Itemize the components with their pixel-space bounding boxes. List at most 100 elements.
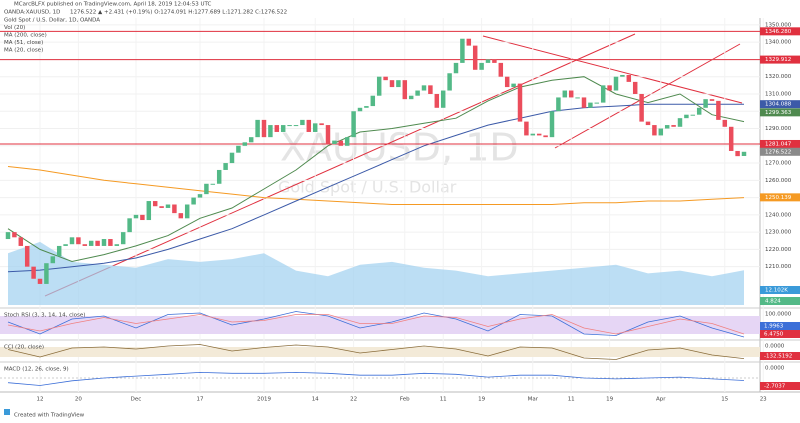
candle-body: [460, 38, 465, 63]
indicator-name: CCI (20, close): [4, 345, 44, 351]
indicator-top-label: 100.0000: [765, 312, 792, 318]
legend-entry: MA (20, close): [4, 48, 43, 54]
indicator-name: MACD (12, 26, close, 9): [4, 367, 69, 373]
candle-body: [319, 123, 324, 126]
x-tick-label: 17: [197, 397, 204, 403]
legend-entry: Vol (20): [4, 25, 25, 31]
candle-body: [76, 237, 81, 245]
candle-body: [722, 119, 728, 127]
candle-body: [236, 145, 241, 153]
candle-body: [536, 133, 542, 136]
candle-body: [472, 45, 478, 70]
candle-body: [632, 81, 638, 94]
candle-body: [120, 232, 126, 245]
y-tick-label: 1270.000: [765, 161, 792, 167]
candle-body: [568, 90, 574, 98]
x-tick-label: 19: [606, 397, 613, 403]
candle-body: [178, 213, 184, 219]
level-box: [760, 139, 800, 148]
candle-body: [626, 74, 632, 82]
volume-area: [8, 241, 744, 305]
y-tick-label: 1310.000: [765, 91, 792, 97]
indicator-name: Stoch RSI (3, 3, 14, 14, close): [4, 313, 85, 319]
candle-body: [229, 152, 235, 164]
level-label: 1281.047: [765, 141, 792, 147]
candle-body: [37, 278, 43, 284]
candle-body: [44, 263, 49, 284]
candle-body: [332, 140, 337, 145]
indicator-box-label: 6.4750: [764, 332, 784, 338]
x-tick-label: 22: [350, 397, 357, 403]
y-tick-label: 1260.000: [765, 178, 792, 184]
candle-body: [268, 125, 273, 138]
candle-body: [274, 125, 280, 132]
y-tick-label: 1240.000: [765, 212, 792, 218]
candle-body: [95, 240, 100, 246]
candle-body: [63, 244, 68, 246]
candle-body: [716, 100, 721, 120]
watermark-sub: Gold Spot / U.S. Dollar: [278, 178, 457, 197]
candle-body: [146, 201, 152, 221]
y-tick-label: 1290.000: [765, 126, 792, 132]
watermark: XAUUSD, 1D: [280, 126, 519, 170]
level-box: [760, 55, 800, 64]
candle-body: [108, 239, 113, 246]
candle-body: [338, 140, 344, 146]
candle-body: [5, 232, 11, 240]
candle-body: [440, 90, 446, 108]
x-tick-label: Dec: [131, 397, 142, 403]
candle-body: [56, 245, 62, 257]
candle-body: [325, 125, 331, 145]
candle-body: [408, 95, 414, 100]
candle-body: [453, 62, 459, 74]
candle-body: [248, 137, 254, 143]
candle-body: [293, 125, 299, 127]
trendline: [554, 43, 741, 149]
candle-body: [140, 214, 145, 221]
volume-label: 4.824: [765, 299, 781, 305]
price-label: 1250.139: [765, 195, 792, 201]
candle-body: [696, 107, 702, 115]
level-box: [760, 27, 800, 36]
candle-body: [600, 85, 606, 103]
candle-body: [594, 102, 600, 104]
x-tick-label: Feb: [400, 397, 410, 403]
published: MCarcBLFX published on TradingView.com, …: [14, 2, 212, 8]
trendlines: [44, 33, 743, 297]
candle-body: [421, 85, 427, 91]
volume-box: [760, 286, 800, 294]
volume-box: [760, 297, 800, 305]
candle-body: [652, 125, 657, 136]
logo: [4, 409, 10, 415]
candle-body: [50, 256, 56, 264]
y-tick-label: 1320.000: [765, 74, 792, 80]
candle-body: [287, 125, 292, 127]
y-tick-label: 1220.000: [765, 247, 792, 253]
candle-body: [101, 239, 107, 246]
x-tick-label: 2019: [257, 397, 271, 403]
candle-body: [504, 76, 510, 88]
ma-line: [7, 76, 745, 263]
candle-body: [280, 125, 286, 132]
candle-body: [312, 123, 318, 132]
candle-body: [370, 95, 376, 107]
candle-body: [133, 214, 139, 219]
symbol: OANDA:XAUUSD, 1D: [4, 10, 60, 16]
candle-body: [613, 76, 619, 91]
candle-body: [127, 218, 132, 233]
x-tick-label: Mar: [528, 397, 539, 403]
footer: Created with TradingView: [14, 413, 85, 419]
price-label: 1304.088: [765, 102, 792, 108]
candle-body: [357, 107, 363, 112]
indicator-line: [7, 314, 745, 335]
price-box: [760, 147, 800, 156]
candle-body: [620, 74, 625, 77]
candle-body: [492, 59, 497, 63]
x-tick-label: 12: [37, 397, 44, 403]
candle-body: [415, 90, 420, 96]
indicator-top-label: 0.0000: [765, 366, 785, 372]
candle-body: [645, 121, 651, 126]
ma-line: [7, 166, 745, 205]
level-label: 1346.280: [765, 29, 792, 35]
